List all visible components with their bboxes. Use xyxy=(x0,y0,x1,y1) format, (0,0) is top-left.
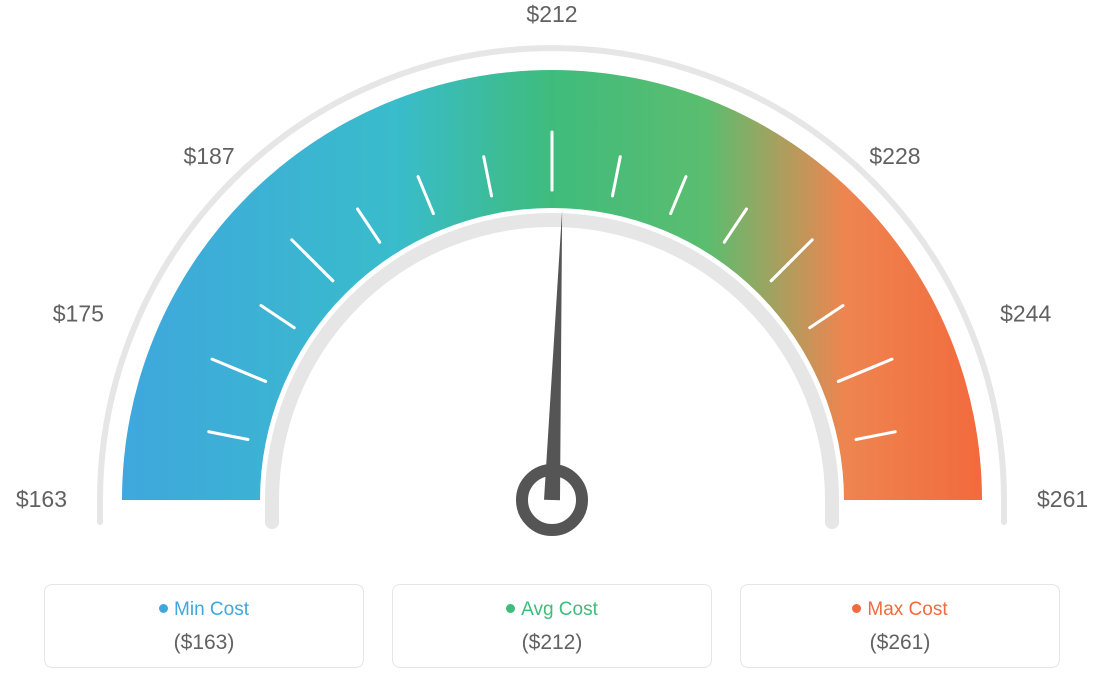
legend-max-dot xyxy=(852,604,861,613)
svg-text:$244: $244 xyxy=(1000,300,1051,326)
legend-avg-value: ($212) xyxy=(403,631,701,655)
legend-min-value: ($163) xyxy=(55,631,353,655)
legend-max-value: ($261) xyxy=(751,631,1049,655)
svg-text:$163: $163 xyxy=(16,486,67,512)
legend-min: Min Cost ($163) xyxy=(44,584,364,668)
gauge-chart: $163 $175 $187 $212 $228 $244 $261 Min Cost ($… xyxy=(0,0,1104,690)
svg-text:$261: $261 xyxy=(1037,486,1088,512)
legend-max: Max Cost ($261) xyxy=(740,584,1060,668)
svg-text:$212: $212 xyxy=(526,1,577,27)
legend-avg-title: Avg Cost xyxy=(403,599,701,621)
legend-min-title: Min Cost xyxy=(55,599,353,621)
legend-avg: Avg Cost ($212) xyxy=(392,584,712,668)
legend-avg-dot xyxy=(506,604,515,613)
svg-text:$175: $175 xyxy=(53,300,104,326)
legend-avg-label: Avg Cost xyxy=(521,599,598,620)
svg-text:$187: $187 xyxy=(183,143,234,169)
legend-row: Min Cost ($163) Avg Cost ($212) Max Cost… xyxy=(0,584,1104,668)
legend-min-label: Min Cost xyxy=(174,599,249,620)
legend-max-title: Max Cost xyxy=(751,599,1049,621)
legend-min-dot xyxy=(159,604,168,613)
svg-text:$228: $228 xyxy=(869,143,920,169)
gauge-svg: $163 $175 $187 $212 $228 $244 $261 xyxy=(0,0,1104,580)
legend-max-label: Max Cost xyxy=(867,599,947,620)
